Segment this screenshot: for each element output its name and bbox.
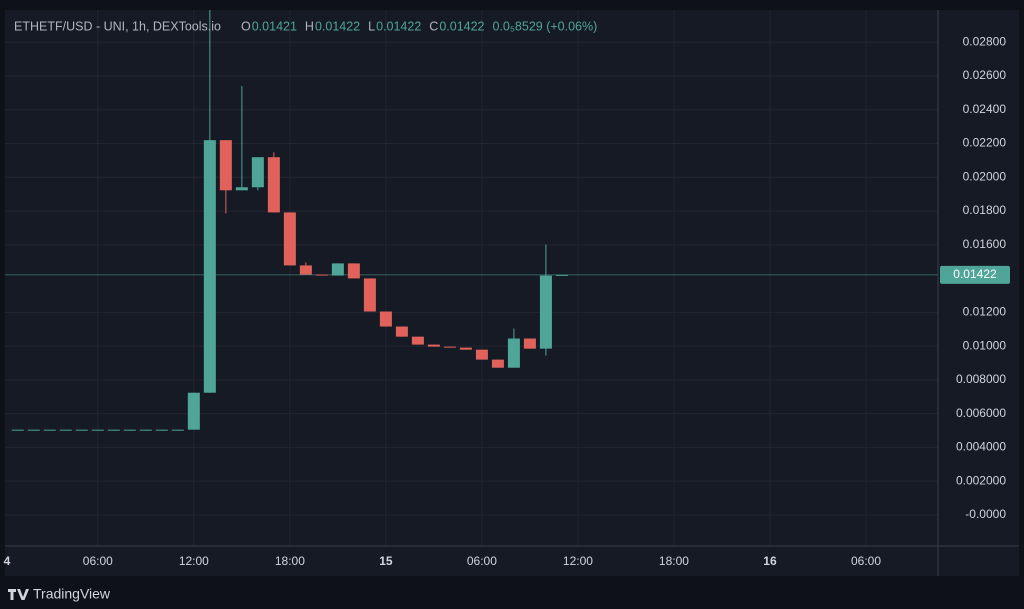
y-tick-label: 0.004000 [956, 440, 1006, 454]
candle-body [459, 347, 472, 350]
candle-body [59, 429, 72, 431]
ohlc-o: 0.01421 [252, 19, 297, 33]
x-tick-label: 16 [763, 554, 777, 568]
x-tick-label: 12:00 [179, 554, 209, 568]
candle-body [203, 140, 216, 393]
candle-body [123, 429, 136, 431]
ohlc-l-label: L [368, 19, 375, 33]
candle-body [395, 326, 408, 337]
candle-body [411, 336, 424, 345]
x-tick-label: 12:00 [563, 554, 593, 568]
candle-body [139, 429, 152, 431]
grid [5, 10, 938, 546]
ohlc-h: 0.01422 [315, 19, 360, 33]
plot-area [5, 10, 938, 431]
candle-body [27, 429, 40, 431]
candle-body [443, 346, 456, 348]
candle-body [75, 429, 88, 431]
x-tick-label: 06:00 [467, 554, 497, 568]
ohlc-header: O 0.01421 H 0.01422 L 0.01422 C 0.01422 0.0₅8529… [241, 19, 597, 33]
candle-body [347, 263, 360, 279]
candle-body [539, 275, 552, 349]
y-tick-label: 0.01000 [963, 338, 1007, 352]
x-tick-label: 06:00 [83, 554, 113, 568]
candle-body [251, 157, 264, 188]
candle-body [187, 392, 200, 430]
candle-body [523, 338, 536, 349]
x-tick-label: 4 [4, 554, 11, 568]
y-tick-label: 0.01600 [963, 237, 1007, 251]
y-tick-label: 0.006000 [956, 406, 1006, 420]
candle-body [91, 429, 104, 431]
candle-body [235, 187, 248, 191]
chart-panel [5, 10, 1019, 576]
brand-logo [8, 589, 29, 600]
candle-body [427, 344, 440, 347]
candle-body [363, 278, 376, 312]
x-tick-label: 06:00 [851, 554, 881, 568]
candle-body [283, 212, 296, 266]
ohlc-change: 0.0₅8529 (+0.06%) [493, 19, 598, 33]
y-tick-label: -0.0000 [965, 507, 1006, 521]
y-tick-label: 0.02600 [963, 68, 1007, 82]
candle-body [555, 274, 568, 276]
last-price-box [940, 265, 1010, 284]
ohlc-c-label: C [429, 19, 438, 33]
candle-body [219, 140, 232, 191]
y-tick-label: 0.002000 [956, 473, 1006, 487]
candle-body [43, 429, 56, 431]
candle-body [171, 429, 184, 431]
brand-name: TradingView [33, 586, 111, 602]
y-tick-label: 0.02200 [963, 136, 1007, 150]
y-tick-label: 0.01200 [963, 305, 1007, 319]
candle-body [379, 311, 392, 327]
candle-body [155, 429, 168, 431]
chart-title: ETHETF/USD - UNI, 1h, DEXTools.io [14, 19, 221, 33]
x-tick-label: 18:00 [659, 554, 689, 568]
candle-body [331, 263, 344, 276]
candle-body [507, 338, 520, 368]
y-tick-label: 0.02000 [963, 169, 1007, 183]
axes: 0.02800 0.02600 0.02400 0.02200 0.02000 0.018… [4, 34, 1010, 568]
brand: TradingView [8, 586, 111, 602]
candle-body [475, 349, 488, 360]
y-tick-label: 0.008000 [956, 372, 1006, 386]
candle-body [267, 157, 280, 213]
candle-body [107, 429, 120, 431]
ohlc-o-label: O [241, 19, 251, 33]
y-tick-label: 0.02800 [963, 34, 1007, 48]
y-tick-label: 0.01800 [963, 203, 1007, 217]
candle-body [315, 274, 328, 276]
candle-body [299, 265, 312, 275]
x-tick-label: 15 [379, 554, 393, 568]
ohlc-h-label: H [305, 19, 314, 33]
y-tick-label: 0.02400 [963, 102, 1007, 116]
x-tick-label: 18:00 [275, 554, 305, 568]
ohlc-l: 0.01422 [376, 19, 421, 33]
last-price-label: 0.01422 [953, 267, 997, 281]
candle-body [491, 359, 504, 368]
ohlc-c: 0.01422 [439, 19, 484, 33]
candle-body [11, 429, 24, 431]
